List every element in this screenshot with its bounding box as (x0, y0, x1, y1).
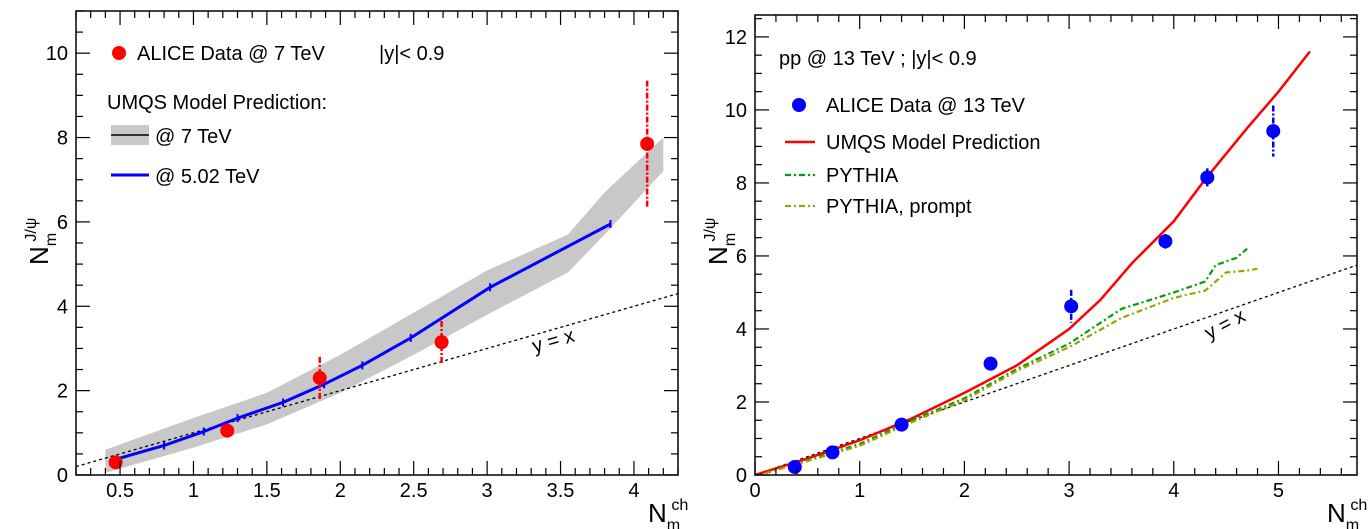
x-tick-label: 3.5 (547, 480, 575, 502)
x-tick-label: 3 (1064, 480, 1075, 502)
diagonal-y-equals-x (76, 292, 678, 468)
plot-area: y = x (76, 80, 678, 473)
data-point-3 (983, 356, 998, 371)
y-tick-label: 2 (736, 392, 747, 414)
y-tick-label: 10 (46, 43, 68, 65)
y-tick-label: 2 (57, 381, 68, 403)
y-tick-label: 10 (725, 100, 747, 122)
legend-data-label: ALICE Data @ 7 TeV (137, 43, 325, 65)
data-point-4 (640, 136, 655, 151)
y-tick-label: 4 (736, 319, 747, 341)
legend-left: ALICE Data @ 7 TeV |y|< 0.9 UMQS Model Pre… (107, 43, 444, 188)
data-point-5 (1158, 234, 1173, 249)
panel-header-text: pp @ 13 TeV ; |y|< 0.9 (779, 48, 977, 70)
y-axis-label-text: NmJ/ψ (22, 218, 60, 265)
left-chart-panel: y = x 0.5 1 1.5 2 2.5 3 3.5 4 0 2 4 6 8 10 Nmch NmJ/ψ ALI… (22, 10, 688, 529)
legend-rapidity-label: |y|< 0.9 (379, 43, 444, 65)
y-tick-label: 6 (736, 246, 747, 268)
plot-frame (754, 14, 1358, 476)
legend-right: pp @ 13 TeV ; |y|< 0.9 ALICE Data @ 13 Te… (779, 48, 1041, 218)
y-tick-label: 12 (725, 27, 747, 49)
model-line-5tev (112, 222, 612, 462)
data-point-1 (825, 445, 840, 460)
legend-pythia-label: PYTHIA (826, 165, 899, 187)
y-tick-label: 8 (736, 173, 747, 195)
y-axis-label-text: NmJ/ψ (701, 218, 739, 265)
x-axis-label: Nmch (1327, 496, 1367, 529)
x-tick-label: 2.5 (400, 480, 428, 502)
data-point-0 (787, 459, 802, 474)
x-tick-label: 2 (335, 480, 346, 502)
legend-line-label: @ 5.02 TeV (155, 166, 260, 188)
x-tick-label: 1 (854, 480, 865, 502)
uncertainty-band-7tev (105, 137, 664, 473)
legend-data-marker (112, 46, 126, 60)
model-line-13tev (755, 50, 1311, 475)
y-tick-label: 0 (736, 465, 747, 487)
data-point-1 (220, 423, 235, 438)
y-tick-label: 6 (57, 212, 68, 234)
x-tick-label: 4 (1168, 480, 1179, 502)
y-tick-label: 0 (57, 465, 68, 487)
pythia-prompt-line (765, 267, 1258, 475)
data-point-0 (108, 455, 123, 470)
x-tick-label: 3 (482, 480, 493, 502)
data-point-3 (434, 335, 449, 350)
diagonal-y-equals-x (755, 264, 1357, 475)
data-point-4 (1064, 299, 1079, 314)
legend-data-marker (792, 98, 806, 112)
x-tick-label: 0 (749, 480, 760, 502)
x-tick-label: 1.5 (253, 480, 281, 502)
x-axis-label-text: Nmch (648, 496, 688, 529)
legend-model-label: UMQS Model Prediction (826, 132, 1041, 154)
y-axis-label: NmJ/ψ (22, 218, 60, 265)
plot-area: y = x (755, 50, 1357, 475)
legend-pythia-prompt-label: PYTHIA, prompt (826, 196, 972, 218)
data-point-7 (1266, 124, 1281, 139)
legend-data-label: ALICE Data @ 13 TeV (826, 95, 1026, 117)
x-tick-label: 5 (1273, 480, 1284, 502)
y-axis-label: NmJ/ψ (701, 218, 739, 265)
y-tick-label: 8 (57, 128, 68, 150)
data-point-2 (312, 370, 327, 385)
x-axis-label-text: Nmch (1327, 496, 1367, 529)
x-tick-label: 0.5 (106, 480, 134, 502)
y-tick-label: 4 (57, 296, 68, 318)
legend-band-label: @ 7 TeV (155, 126, 232, 148)
x-tick-label: 4 (628, 480, 639, 502)
pythia-line (765, 247, 1248, 475)
x-axis-label: Nmch (648, 496, 688, 529)
x-tick-label: 1 (188, 480, 199, 502)
x-tick-label: 2 (959, 480, 970, 502)
legend-model-header: UMQS Model Prediction: (107, 92, 327, 114)
data-point-6 (1200, 170, 1215, 185)
data-point-2 (894, 417, 909, 432)
diagonal-label: y = x (530, 325, 577, 358)
